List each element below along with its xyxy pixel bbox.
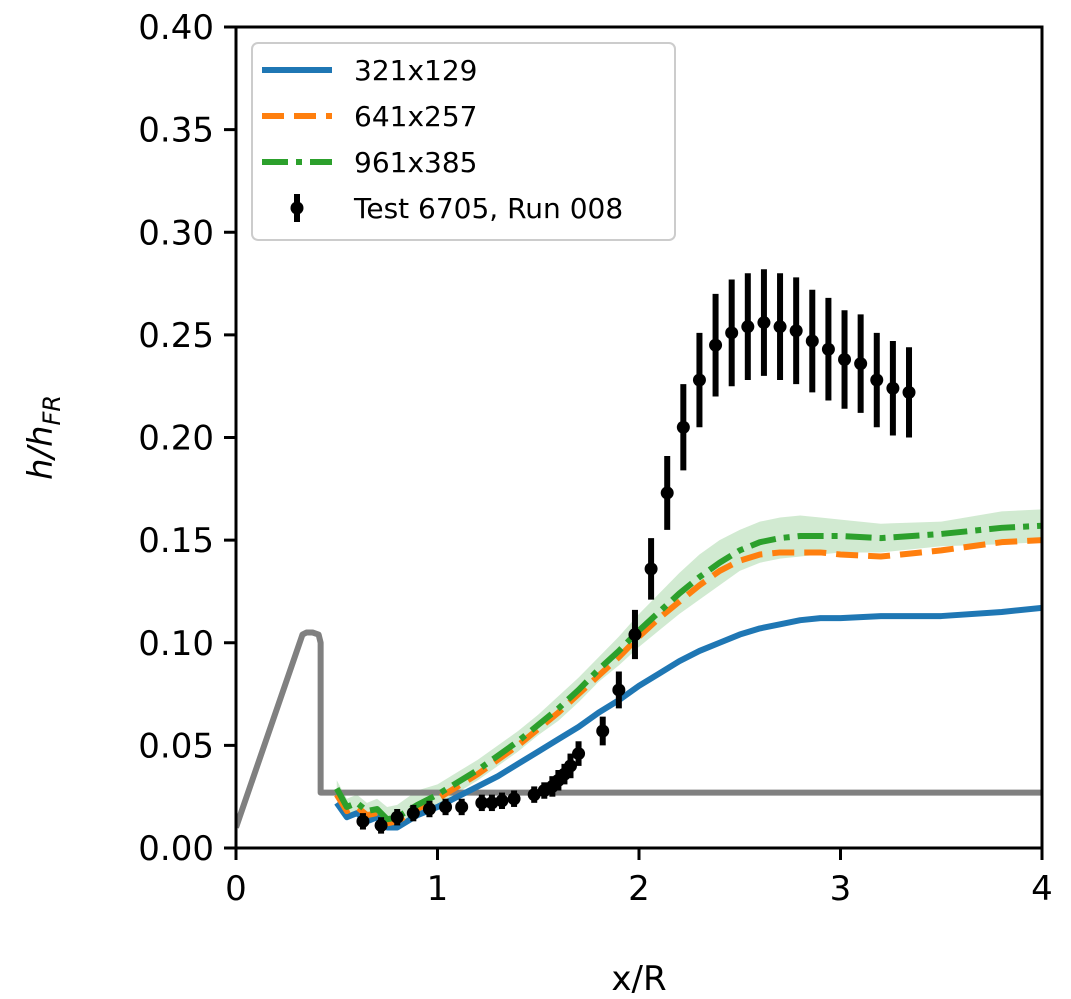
y-tick-label: 0.15 [138, 521, 214, 561]
x-axis-label: x/R [611, 959, 666, 999]
legend-label: Test 6705, Run 008 [353, 192, 623, 225]
terrain-line [236, 629, 1042, 829]
y-tick-label: 0.35 [138, 111, 214, 151]
uncertainty-band [336, 509, 1042, 830]
data-point [789, 324, 803, 338]
data-point [374, 818, 388, 832]
data-point [572, 747, 586, 761]
legend-label: 961x385 [354, 146, 477, 179]
data-point [805, 334, 819, 348]
data-point [741, 320, 755, 334]
data-point [507, 792, 521, 806]
legend-label: 641x257 [354, 100, 477, 133]
data-point [709, 338, 723, 352]
series-line [334, 604, 1042, 831]
data-point [838, 353, 852, 367]
x-tick-label: 4 [1031, 869, 1053, 909]
data-point [596, 724, 610, 738]
data-point [692, 373, 706, 387]
data-point [475, 796, 489, 810]
x-tick-label: 2 [628, 869, 650, 909]
legend-marker-point [290, 201, 304, 215]
data-point [725, 326, 739, 340]
data-point [886, 381, 900, 395]
data-point [902, 385, 916, 399]
data-point [821, 342, 835, 356]
data-point [356, 814, 370, 828]
legend: 321x129 641x257 961x385 Test 6705, Run 008 [251, 42, 676, 241]
data-point [854, 357, 868, 371]
plot-layer [236, 269, 1042, 834]
y-axis-label: h/hFR [21, 395, 66, 480]
data-point [870, 373, 884, 387]
x-tick-label: 3 [830, 869, 852, 909]
data-point [773, 320, 787, 334]
x-tick-label: 0 [225, 869, 247, 909]
y-axis-label-main: h/h [21, 425, 61, 480]
data-point [485, 796, 499, 810]
data-point [757, 316, 771, 330]
data-point [390, 810, 404, 824]
y-axis-label-sub: FR [38, 395, 66, 425]
data-point [495, 794, 509, 808]
data-point [660, 486, 674, 500]
data-point [527, 788, 541, 802]
data-point [455, 800, 469, 814]
y-tick-label: 0.05 [138, 726, 214, 766]
y-tick-label: 0.00 [138, 829, 214, 869]
series-line [334, 522, 1042, 823]
data-point [612, 683, 626, 697]
y-tick-label: 0.10 [138, 624, 214, 664]
y-tick-label: 0.25 [138, 316, 214, 356]
y-tick-label: 0.40 [138, 8, 214, 48]
data-point [406, 806, 420, 820]
legend-label: 321x129 [354, 54, 477, 87]
data-point [644, 562, 658, 576]
data-point [676, 420, 690, 434]
data-point [439, 800, 453, 814]
y-tick-label: 0.20 [138, 419, 214, 459]
y-tick-label: 0.30 [138, 213, 214, 253]
data-point [422, 802, 436, 816]
legend-box [251, 42, 676, 241]
ticks-layer: 0 1 2 3 4 0.00 0.05 0.10 0.15 0.20 0.25 0.30 0.35 0.4… [138, 8, 1053, 909]
x-tick-label: 1 [427, 869, 449, 909]
series-line [334, 537, 1042, 827]
data-point [563, 759, 577, 773]
data-point [628, 628, 642, 642]
